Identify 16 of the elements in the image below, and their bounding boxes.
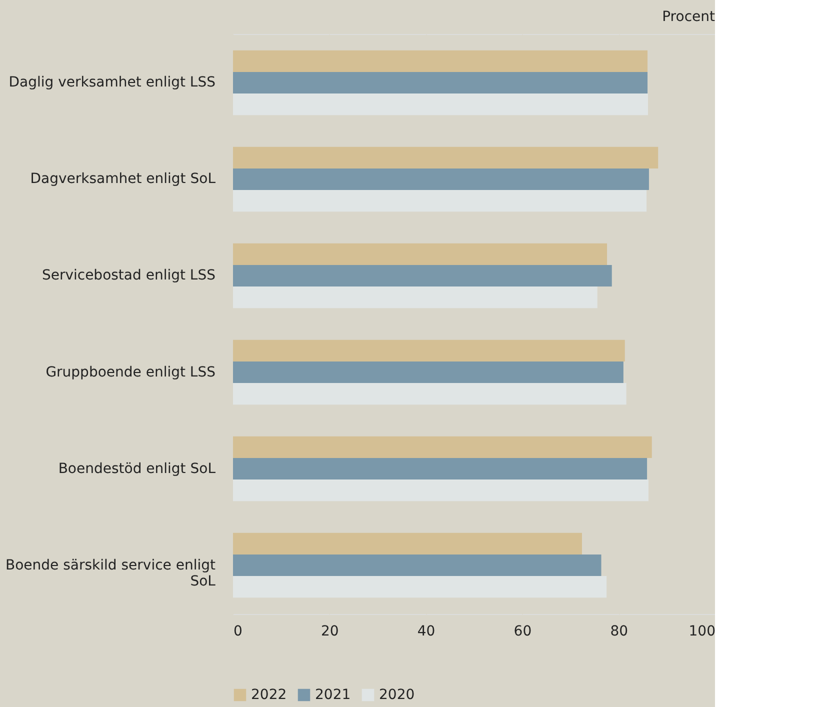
x-tick-label: 100 [688, 624, 716, 640]
x-tick-label: 20 [320, 624, 339, 640]
y-tick-label: Boende särskild service enligt SoL [6, 557, 216, 590]
y-tick-label: Dagverksamhet enligt SoL [30, 171, 216, 188]
y-tick-label: Gruppboende enligt LSS [46, 364, 216, 380]
x-tick-label: 0 [234, 624, 242, 640]
text: Procent [662, 9, 716, 25]
legend-label: 2020 [379, 687, 415, 703]
legend-label: 2021 [315, 687, 351, 703]
y-tick-label: Servicebostad enligt LSS [42, 268, 216, 284]
legend-label: 2022 [251, 687, 287, 703]
y-tick-label: Boendestöd enligt SoL [58, 460, 216, 477]
x-tick-label: 40 [417, 624, 436, 640]
x-tick-label: 80 [610, 624, 628, 640]
x-tick-label: 60 [514, 624, 532, 640]
y-tick-label: Daglig verksamhet enligt LSS [8, 74, 216, 91]
